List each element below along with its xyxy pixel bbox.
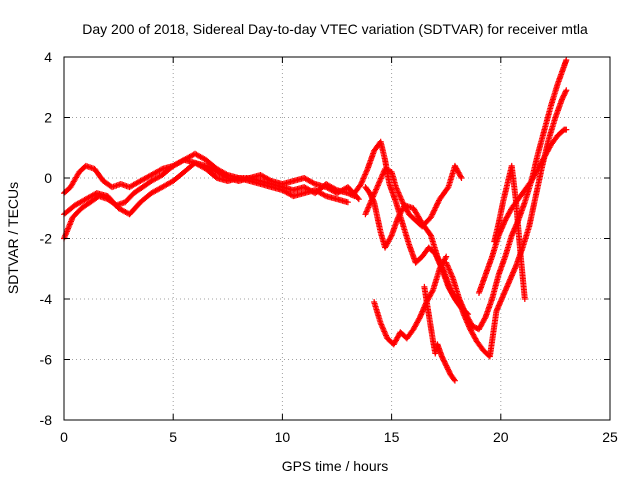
data-point-marker [267, 177, 274, 184]
data-point-marker [429, 211, 436, 218]
y-tick-label: 0 [44, 170, 52, 186]
data-point-marker [416, 315, 423, 322]
series-arc-11 [475, 126, 570, 296]
x-tick-label: 15 [384, 429, 400, 445]
data-point-marker [385, 167, 392, 174]
data-point-marker [383, 166, 390, 173]
data-point-marker [427, 214, 434, 221]
series-arc-6 [362, 162, 465, 230]
data-point-marker [458, 175, 465, 181]
data-point-marker [429, 288, 436, 295]
data-point-marker [431, 205, 438, 212]
data-point-marker [310, 180, 317, 187]
x-tick-label: 10 [275, 429, 291, 445]
data-point-marker [563, 126, 570, 133]
data-series [61, 57, 570, 384]
data-point-marker [434, 200, 441, 207]
data-point-marker [382, 165, 389, 172]
data-point-marker [432, 204, 439, 211]
data-point-marker [451, 376, 458, 383]
data-point-marker [355, 196, 362, 203]
data-point-marker [344, 199, 351, 206]
data-point-marker [427, 231, 434, 238]
data-point-marker [431, 207, 438, 214]
x-tick-label: 0 [60, 429, 68, 445]
series-arc-8 [421, 283, 458, 384]
series-arc-2 [61, 156, 351, 242]
data-point-marker [442, 254, 449, 261]
y-tick-label: -8 [40, 412, 53, 428]
data-point-marker [435, 198, 442, 205]
data-point-marker [354, 195, 361, 202]
y-tick-label: 4 [44, 49, 52, 65]
x-tick-label: 20 [493, 429, 509, 445]
x-axis-label: GPS time / hours [282, 458, 389, 474]
data-point-marker [387, 233, 394, 240]
data-point-marker [433, 201, 440, 208]
data-point-marker [157, 166, 164, 173]
y-tick-label: -2 [40, 231, 53, 247]
series-arc-7 [371, 253, 450, 348]
y-tick-label: -4 [40, 291, 53, 307]
data-point-marker [451, 377, 458, 384]
data-point-marker [429, 210, 436, 217]
data-point-marker [457, 173, 464, 180]
y-tick-label: 2 [44, 110, 52, 126]
data-point-marker [430, 208, 437, 215]
axis-ticks: 0 5 10 15 20 25 -8 -6 -4 -2 0 2 4 [40, 49, 618, 445]
data-point-marker [443, 253, 450, 260]
data-point-marker [321, 192, 328, 199]
x-tick-label: 5 [169, 429, 177, 445]
data-point-marker [384, 167, 391, 174]
x-tick-label: 25 [602, 429, 618, 445]
chart-title: Day 200 of 2018, Sidereal Day-to-day VTE… [82, 21, 588, 37]
data-point-marker [562, 88, 569, 95]
series-arc-12 [491, 162, 528, 302]
y-axis-label: SDTVAR / TECUs [5, 182, 21, 294]
data-point-marker [223, 174, 230, 181]
data-point-marker [444, 185, 451, 192]
data-point-marker [563, 87, 570, 94]
data-point-marker [481, 315, 488, 322]
y-tick-label: -6 [40, 352, 53, 368]
series-arc-4 [351, 138, 472, 318]
series-arc-3 [61, 159, 362, 218]
grid [64, 57, 610, 420]
data-point-marker [521, 296, 528, 302]
series-arc-10 [454, 87, 570, 360]
data-point-marker [563, 57, 570, 64]
data-point-marker [428, 212, 435, 219]
data-point-marker [433, 203, 440, 210]
